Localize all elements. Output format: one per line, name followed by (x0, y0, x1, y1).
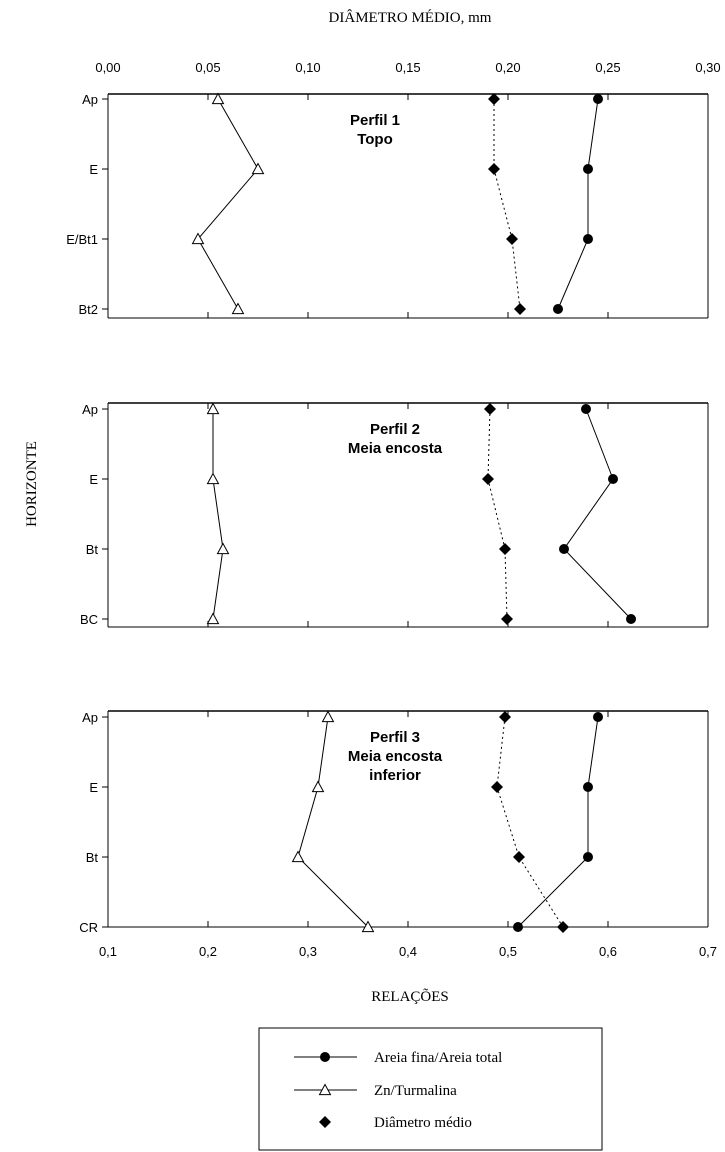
point-triangle (321, 710, 335, 723)
point-circle (593, 712, 603, 722)
series-line (212, 409, 224, 620)
point-triangle (191, 232, 205, 245)
point-circle (626, 614, 636, 624)
bottom-tick-label: 0,1 (99, 944, 117, 959)
point-triangle (216, 542, 230, 555)
series-line (493, 99, 521, 310)
top-tick-label: 0,30 (695, 60, 720, 75)
row-label: E (89, 472, 98, 487)
row-label: Ap (82, 710, 98, 725)
panel-title-line: inferior (369, 767, 421, 784)
point-diamond (513, 851, 525, 863)
top-tick-label: 0,15 (395, 60, 420, 75)
point-diamond (499, 543, 511, 555)
row-label: Bt (86, 850, 99, 865)
point-diamond (482, 473, 494, 485)
series-line (487, 408, 508, 620)
row-label: Ap (82, 402, 98, 417)
legend-label: Diâmetro médio (374, 1115, 472, 1131)
panel-title-line: Perfil 3 (370, 729, 420, 746)
legend-label: Zn/Turmalina (374, 1083, 457, 1099)
point-circle (553, 304, 563, 314)
point-triangle (206, 612, 220, 625)
panel-title-line: Meia encosta (348, 440, 443, 457)
panel-1: Ap E E/Bt1 Bt2 Perfil 1 Topo (66, 92, 709, 319)
row-label: Bt (86, 542, 99, 557)
legend-box (258, 1027, 603, 1151)
point-circle (320, 1052, 330, 1062)
point-diamond (488, 163, 500, 175)
point-diamond (557, 921, 569, 933)
point-triangle (251, 162, 265, 175)
y-axis-title: HORIZONTE (24, 441, 40, 527)
series-line (517, 716, 599, 928)
bottom-axis-ticks: 0,1 0,2 0,3 0,4 0,5 0,6 0,7 (99, 944, 717, 959)
bottom-tick-label: 0,4 (399, 944, 417, 959)
point-triangle (231, 302, 245, 315)
point-diamond (501, 613, 513, 625)
top-tick-label: 0,10 (295, 60, 320, 75)
point-triangle (318, 1083, 332, 1096)
point-diamond (514, 303, 526, 315)
point-triangle (206, 472, 220, 485)
panel-title-line: Topo (357, 131, 393, 148)
series-line (557, 98, 599, 310)
row-label: BC (80, 612, 98, 627)
point-diamond (499, 711, 511, 723)
top-tick-label: 0,05 (195, 60, 220, 75)
top-axis-ticks: 0,00 0,05 0,10 0,15 0,20 0,25 0,30 (95, 60, 720, 75)
series-line (297, 716, 369, 928)
row-label: Ap (82, 92, 98, 107)
point-triangle (211, 92, 225, 105)
legend-items: Areia fina/Areia total Zn/Turmalina Diâmet… (294, 1050, 502, 1131)
top-axis-title: DIÂMETRO MÉDIO, mm (329, 9, 492, 26)
point-diamond (491, 781, 503, 793)
bottom-tick-label: 0,5 (499, 944, 517, 959)
point-circle (583, 164, 593, 174)
series-line (563, 408, 632, 620)
point-circle (559, 544, 569, 554)
panel-title-line: Perfil 1 (350, 112, 400, 129)
panel-3: Ap E Bt CR Perfil 3 Meia encosta inferior (79, 710, 709, 935)
top-tick-label: 0,00 (95, 60, 120, 75)
bottom-tick-label: 0,2 (199, 944, 217, 959)
point-circle (583, 234, 593, 244)
legend-label: Areia fina/Areia total (374, 1050, 502, 1066)
panel-title-line: Perfil 2 (370, 421, 420, 438)
point-triangle (206, 402, 220, 415)
panel-2: Ap E Bt BC Perfil 2 Meia encosta (80, 402, 709, 628)
top-tick-label: 0,20 (495, 60, 520, 75)
top-tick-label: 0,25 (595, 60, 620, 75)
point-diamond (484, 403, 496, 415)
row-label: E (89, 780, 98, 795)
point-circle (581, 404, 591, 414)
row-label: Bt2 (78, 302, 98, 317)
bottom-axis-title: RELAÇÕES (371, 988, 449, 1005)
point-circle (583, 782, 593, 792)
bottom-tick-label: 0,3 (299, 944, 317, 959)
panels: Ap E E/Bt1 Bt2 Perfil 1 Topo Ap E Bt BC Perfil 2 Me… (66, 92, 709, 935)
point-circle (593, 94, 603, 104)
point-diamond (488, 93, 500, 105)
legend: Areia fina/Areia total Zn/Turmalina Diâmet… (258, 1027, 603, 1151)
point-circle (608, 474, 618, 484)
point-diamond (319, 1116, 331, 1128)
series-line (496, 716, 564, 928)
point-triangle (311, 780, 325, 793)
bottom-tick-label: 0,6 (599, 944, 617, 959)
point-diamond (506, 233, 518, 245)
point-circle (583, 852, 593, 862)
panel-title-line: Meia encosta (348, 748, 443, 765)
row-label: E (89, 162, 98, 177)
series-line (197, 98, 259, 310)
point-triangle (291, 850, 305, 863)
point-triangle (361, 920, 375, 933)
bottom-tick-label: 0,7 (699, 944, 717, 959)
point-circle (513, 922, 523, 932)
row-label: CR (79, 920, 98, 935)
row-label: E/Bt1 (66, 232, 98, 247)
